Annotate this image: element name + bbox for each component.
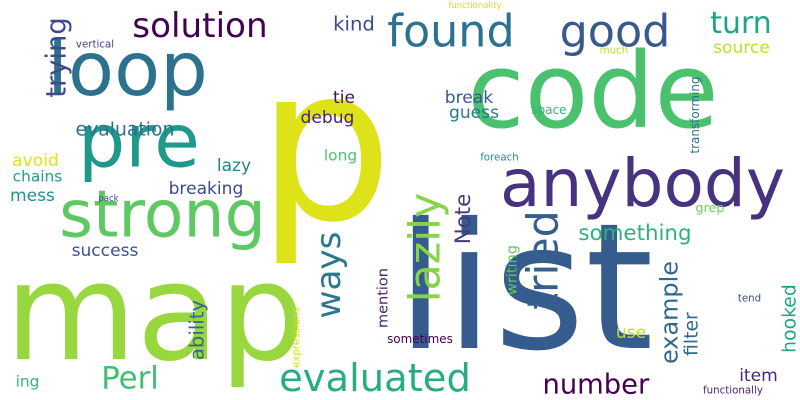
word-foreach: foreach — [480, 152, 519, 164]
word-solution: solution — [132, 6, 267, 46]
word-good: good — [560, 6, 671, 57]
word-something: something — [578, 221, 691, 246]
word-much: much — [600, 45, 629, 57]
word-found: found — [387, 6, 514, 57]
word-lazy: lazy — [217, 156, 251, 176]
word-map: map — [5, 234, 305, 391]
word-functionally: functionally — [703, 385, 763, 397]
word-use: use — [616, 323, 646, 343]
word-trying: trying — [41, 17, 72, 97]
word-anybody: anybody — [500, 145, 785, 222]
word-strong: strong — [59, 177, 266, 252]
word-tend: tend — [738, 293, 761, 305]
word-guess: guess — [449, 103, 499, 123]
word-number: number — [543, 369, 650, 400]
word-breaking: breaking — [169, 179, 244, 199]
word-item: item — [739, 366, 778, 386]
word-list: list — [396, 186, 653, 390]
word-loop: loop — [47, 25, 208, 113]
word-expressions: expressions — [291, 307, 303, 368]
word-mess: mess — [10, 186, 55, 206]
word-break: break — [445, 88, 493, 108]
word-tie: tie — [333, 88, 355, 108]
word-pack: pack — [98, 194, 118, 204]
word-tried: tried — [519, 210, 569, 310]
word-chains: chains — [13, 167, 63, 185]
word-avoid: avoid — [12, 151, 59, 171]
word-note: Note — [451, 194, 476, 245]
word-lazily: lazily — [401, 193, 451, 303]
word-evaluation: evaluation — [76, 119, 175, 140]
word-kind: kind — [333, 12, 375, 35]
word-perl: Perl — [101, 361, 159, 397]
word-ability: ability — [185, 300, 208, 361]
word-space: space — [531, 103, 566, 117]
word-functionality: functionality — [448, 1, 501, 11]
word-vertical: vertical — [76, 39, 114, 51]
word-grep: grep — [695, 201, 724, 216]
word-mention: mention — [376, 268, 392, 328]
word-code: code — [467, 30, 718, 152]
word-debug: debug — [301, 108, 355, 128]
word-p: p — [257, 22, 393, 270]
word-sometimes: sometimes — [387, 332, 453, 346]
word-ways: ways — [309, 232, 349, 319]
word-source: source — [713, 38, 770, 58]
word-evaluated: evaluated — [279, 356, 471, 400]
word-ing: ing — [16, 372, 40, 390]
word-example: example — [655, 261, 683, 364]
word-success: success — [72, 241, 139, 261]
word-writing: writing — [505, 245, 521, 295]
word-turn: turn — [710, 6, 771, 41]
word-transforming: transforming — [688, 76, 702, 153]
word-pre: pre — [78, 98, 200, 185]
word-long: long — [324, 146, 357, 164]
word-hooked: hooked — [779, 284, 800, 353]
word-filter: filter — [681, 312, 702, 356]
